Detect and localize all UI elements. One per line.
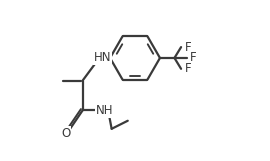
Text: O: O	[61, 127, 70, 140]
Text: F: F	[185, 41, 191, 54]
Text: NH: NH	[96, 104, 114, 117]
Text: F: F	[185, 62, 191, 75]
Text: F: F	[190, 52, 197, 64]
Text: HN: HN	[94, 52, 111, 64]
